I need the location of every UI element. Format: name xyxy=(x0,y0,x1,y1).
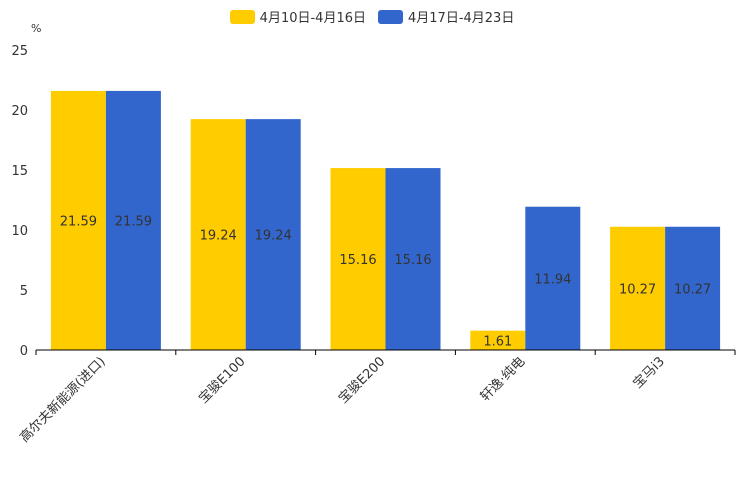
data-label: 11.94 xyxy=(534,272,571,287)
y-tick-label: 0 xyxy=(20,344,28,359)
y-tick-label: 15 xyxy=(11,164,28,179)
legend-item-series-2[interactable]: 4月17日-4月23日 xyxy=(378,7,514,26)
data-label: 21.59 xyxy=(60,214,97,229)
legend-swatch-series-2 xyxy=(378,9,403,24)
bar xyxy=(665,226,721,350)
legend-label-series-1: 4月10日-4月16日 xyxy=(259,11,366,26)
data-label: 15.16 xyxy=(339,253,376,268)
x-category-label: 宝骏E100 xyxy=(196,354,248,406)
x-category-label: 宝马i3 xyxy=(631,354,668,391)
bar xyxy=(105,90,161,351)
data-label: 10.27 xyxy=(674,282,711,297)
bar xyxy=(610,226,666,350)
bar xyxy=(190,119,246,351)
bar xyxy=(330,168,386,350)
x-category-label: 高尔夫新能源(进口) xyxy=(17,354,109,446)
data-label: 19.24 xyxy=(200,229,237,244)
legend-swatch-series-1 xyxy=(229,9,255,24)
data-label: 21.59 xyxy=(115,214,152,229)
chart-legend: 4月10日-4月16日 4月17日-4月23日 xyxy=(0,7,744,26)
y-axis-unit-label: % xyxy=(31,22,42,35)
data-label: 19.24 xyxy=(255,229,292,244)
x-category-label: 轩逸·纯电 xyxy=(478,354,528,404)
legend-label-series-2: 4月17日-4月23日 xyxy=(408,11,515,26)
data-label: 15.16 xyxy=(394,253,431,268)
y-tick-label: 20 xyxy=(11,104,28,119)
x-category-label: 宝骏E200 xyxy=(336,354,388,406)
bar xyxy=(470,330,526,350)
bar xyxy=(385,168,441,350)
legend-item-series-1[interactable]: 4月10日-4月16日 xyxy=(229,7,366,26)
bar xyxy=(50,90,106,351)
bar xyxy=(245,119,301,351)
data-label: 1.61 xyxy=(483,334,512,349)
bar xyxy=(525,206,581,350)
data-label: 10.27 xyxy=(619,282,656,297)
y-tick-label: 10 xyxy=(11,224,28,239)
y-tick-label: 5 xyxy=(20,284,28,299)
y-tick-label: 25 xyxy=(11,44,28,59)
